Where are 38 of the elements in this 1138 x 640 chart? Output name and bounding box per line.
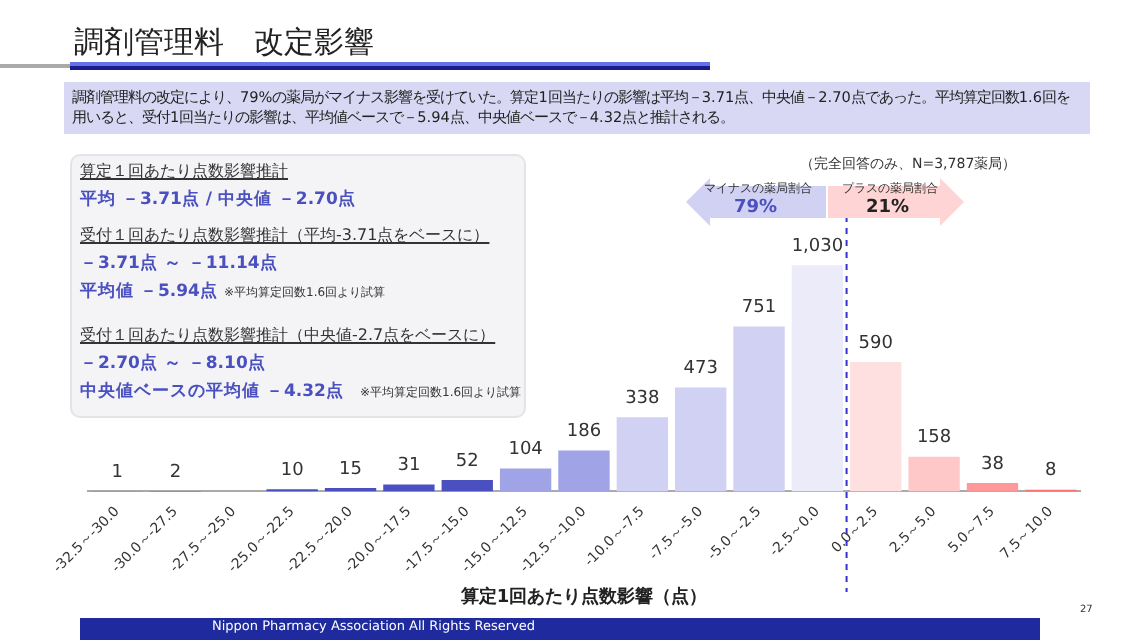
text: 受付１回あたり点数影響推計（平均-3.71点をベースに） (80, 226, 490, 246)
data-label: 31 (397, 456, 421, 477)
data-label: 1,030 (791, 237, 844, 257)
data-label: 338 (625, 388, 661, 409)
text: 21% (866, 198, 910, 220)
data-label: 590 (858, 333, 894, 354)
data-label: 158 (916, 428, 952, 449)
annotation: －2.70点 ～ －8.10点 (80, 354, 266, 375)
bar (441, 479, 493, 492)
data-label: 38 (981, 454, 1005, 475)
data-label: 751 (741, 298, 777, 319)
bar (850, 361, 902, 492)
data-label: 52 (455, 451, 479, 472)
bar (791, 265, 844, 492)
annotation: 受付１回あたり点数影響推計（中央値-2.7点をベースに） (80, 326, 496, 346)
bar (675, 387, 727, 492)
bar (966, 483, 1019, 492)
data-label: 104 (508, 440, 544, 461)
bar (733, 326, 785, 492)
text: 平均 －3.71点 / 中央値 －2.70点 (80, 190, 356, 211)
data-label: 15 (339, 459, 362, 480)
annotation: 平均値 －5.94点 (80, 282, 218, 303)
text: 算定１回あたり点数影響推計 (80, 162, 288, 182)
bar (908, 456, 960, 492)
data-label: 2 (169, 462, 182, 483)
chart-title: 調剤管理料 改定影響 (74, 24, 374, 62)
data-label: 1 (111, 462, 123, 483)
x-axis-title: 算定1回あたり点数影響（点） (458, 585, 708, 608)
annotation: －3.71点 ～ －11.14点 (80, 254, 278, 275)
bar (616, 417, 669, 492)
data-label: 10 (280, 460, 305, 481)
bar (499, 468, 552, 492)
data-label: 473 (683, 359, 718, 380)
text: 79% (734, 198, 778, 220)
bar (558, 450, 610, 492)
data-label: 186 (566, 422, 602, 443)
data-label: 8 (1045, 461, 1058, 482)
annotation: 中央値ベースの平均値 －4.32点 (80, 382, 344, 403)
